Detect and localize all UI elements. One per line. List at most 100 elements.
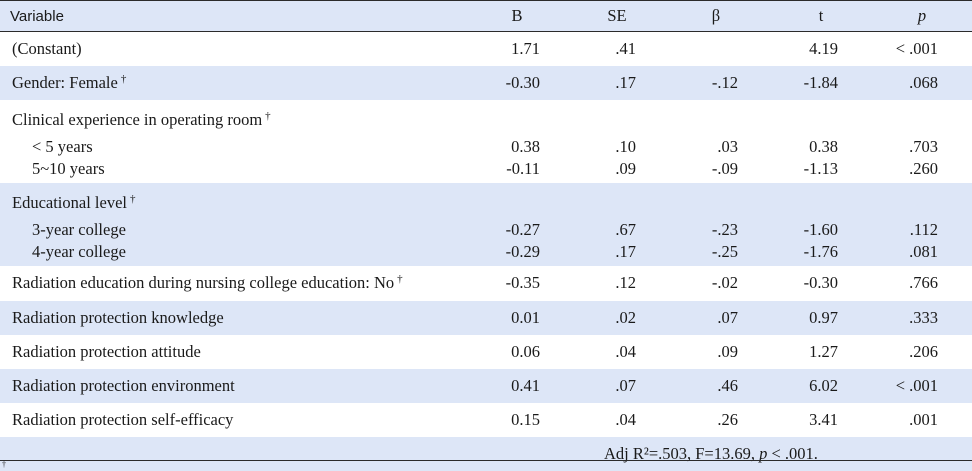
cell-t: 6.02 [809, 375, 838, 395]
cell-se: .04 [615, 409, 636, 429]
cell-p: .703 [909, 136, 938, 156]
dagger-footnote-mark: † [2, 460, 6, 469]
cell-beta: .03 [717, 136, 738, 156]
cell-p: .766 [909, 273, 938, 292]
p-symbol: p [759, 443, 768, 463]
cell-b: 0.41 [511, 375, 540, 395]
cell-p: < .001 [895, 375, 938, 395]
header-t: t [818, 6, 824, 25]
cell-beta: -.02 [711, 273, 738, 292]
row-label: Gender: Female † [0, 66, 462, 100]
cell-se: .04 [615, 341, 636, 361]
row-gender: Gender: Female † -0.30 .17 -.12 -1.84 .06… [0, 65, 972, 100]
cell-b: 0.38 [511, 136, 540, 156]
cell-se: .09 [615, 158, 636, 178]
dagger-mark: † [120, 72, 127, 85]
cell-beta: -.09 [711, 158, 738, 178]
cell-t: -1.13 [803, 158, 838, 178]
header-variable: Variable [10, 7, 64, 25]
cell-se: .17 [615, 72, 636, 92]
row-label: (Constant) [12, 38, 82, 58]
row-attitude: Radiation protection attitude 0.06 .04 .… [0, 335, 972, 369]
cell-se: .67 [615, 219, 636, 239]
cell-t: 4.19 [809, 38, 838, 58]
cell-beta: -.12 [711, 72, 738, 92]
row-constant: (Constant) 1.71 .41 4.19 < .001 [0, 32, 972, 66]
header-row: Variable B SE β t p [0, 0, 972, 32]
cell-p: .081 [909, 241, 938, 261]
row-clinical-lt5: < 5 years 0.38 .10 .03 0.38 .703 [0, 135, 972, 159]
cell-se: .10 [615, 136, 636, 156]
cell-beta: .26 [717, 409, 738, 429]
dagger-mark: † [397, 273, 403, 285]
cell-b: 1.71 [511, 38, 540, 58]
cell-b: 0.01 [511, 307, 540, 327]
row-knowledge: Radiation protection knowledge 0.01 .02 … [0, 300, 972, 335]
cell-p: .206 [909, 341, 938, 361]
cell-p: .068 [909, 72, 938, 92]
row-label: Clinical experience in operating room † [0, 100, 462, 135]
cell-beta: -.23 [711, 219, 738, 239]
dagger-mark: † [130, 193, 136, 205]
cell-se: .12 [615, 273, 636, 292]
model-fit-stats: Adj R²=.503, F=13.69, [604, 443, 760, 463]
row-label: 3-year college [32, 219, 126, 239]
cell-p: .333 [909, 307, 938, 327]
label-text: Radiation education during nursing colle… [12, 273, 395, 292]
cell-t: -1.84 [803, 72, 838, 92]
cell-se: .41 [615, 38, 636, 58]
cell-b: -0.29 [505, 241, 540, 261]
header-b: B [511, 6, 523, 25]
cell-p: .260 [909, 158, 938, 178]
header-se: SE [607, 6, 627, 25]
cell-b: -0.30 [505, 72, 540, 92]
row-clinical-heading: Clinical experience in operating room † [0, 100, 972, 135]
cell-beta: .07 [717, 307, 738, 327]
header-p: p [917, 6, 927, 25]
header-beta: β [711, 6, 721, 25]
cell-t: 1.27 [809, 341, 838, 361]
cell-beta: .46 [717, 375, 738, 395]
model-fit-summary: Adj R²=.503, F=13.69, p < .001. [0, 437, 972, 471]
dagger-mark: † [265, 110, 271, 122]
row-environment: Radiation protection environment 0.41 .0… [0, 368, 972, 403]
model-fit-row: Adj R²=.503, F=13.69, p < .001. [0, 436, 972, 471]
cell-beta [662, 32, 770, 66]
cell-b: 0.15 [511, 409, 540, 429]
row-label: Radiation education during nursing colle… [0, 266, 462, 301]
cell-t: -1.60 [803, 219, 838, 239]
cell-se: .07 [615, 375, 636, 395]
cell-beta: .09 [717, 341, 738, 361]
cell-b: -0.35 [505, 273, 540, 292]
label-text: Gender: Female [12, 72, 118, 92]
label-text: Clinical experience in operating room [12, 110, 263, 129]
row-label: Radiation protection attitude [12, 341, 201, 361]
row-label: 5~10 years [32, 158, 105, 178]
cell-b: -0.11 [506, 158, 540, 178]
cell-b: 0.06 [511, 341, 540, 361]
cell-beta: -.25 [711, 241, 738, 261]
cell-p: .001 [909, 409, 938, 429]
cell-t: 0.97 [809, 307, 838, 327]
cell-p: .112 [909, 219, 938, 239]
cell-t: 3.41 [809, 409, 838, 429]
row-radiation-education: Radiation education during nursing colle… [0, 266, 972, 301]
row-label: 4-year college [32, 241, 126, 261]
cell-t: -1.76 [803, 241, 838, 261]
row-label: Radiation protection knowledge [12, 307, 224, 327]
cell-t: 0.38 [809, 136, 838, 156]
cell-se: .02 [615, 307, 636, 327]
cell-t: -0.30 [803, 273, 838, 292]
cell-p: < .001 [895, 38, 938, 58]
cell-se: .17 [615, 241, 636, 261]
row-label: < 5 years [32, 136, 93, 156]
row-education-heading: Educational level † [0, 182, 972, 218]
table-bottom-rule [0, 460, 972, 461]
cell-b: -0.27 [505, 219, 540, 239]
model-fit-p: < .001. [767, 443, 818, 463]
row-self-efficacy: Radiation protection self-efficacy 0.15 … [0, 403, 972, 437]
row-education-4yr: 4-year college -0.29 .17 -.25 -1.76 .081 [0, 241, 972, 266]
label-text: Educational level [12, 193, 127, 212]
